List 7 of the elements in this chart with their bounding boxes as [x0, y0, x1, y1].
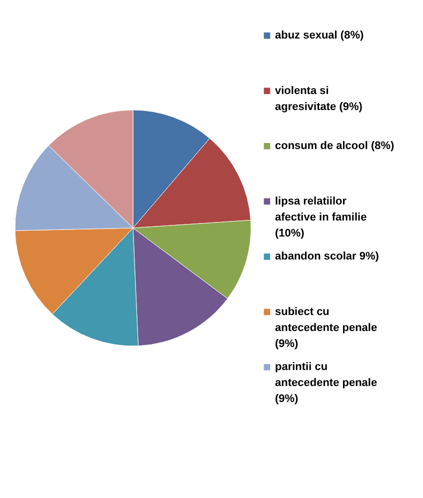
legend-label: violenta si agresivitate (9%) [275, 84, 363, 113]
legend-label: parintii cu antecedente penale (9%) [275, 361, 378, 406]
legend-label: abandon scolar 9%) [275, 250, 380, 263]
legend-label: subiect cu antecedente penale (9%) [275, 306, 378, 350]
legend-label: consum de alcool (8%) [275, 140, 395, 152]
legend-label: lipsa relatiilor afective in familie (10%) [275, 195, 367, 240]
legend-label: abuz sexual (8%) [275, 30, 364, 42]
